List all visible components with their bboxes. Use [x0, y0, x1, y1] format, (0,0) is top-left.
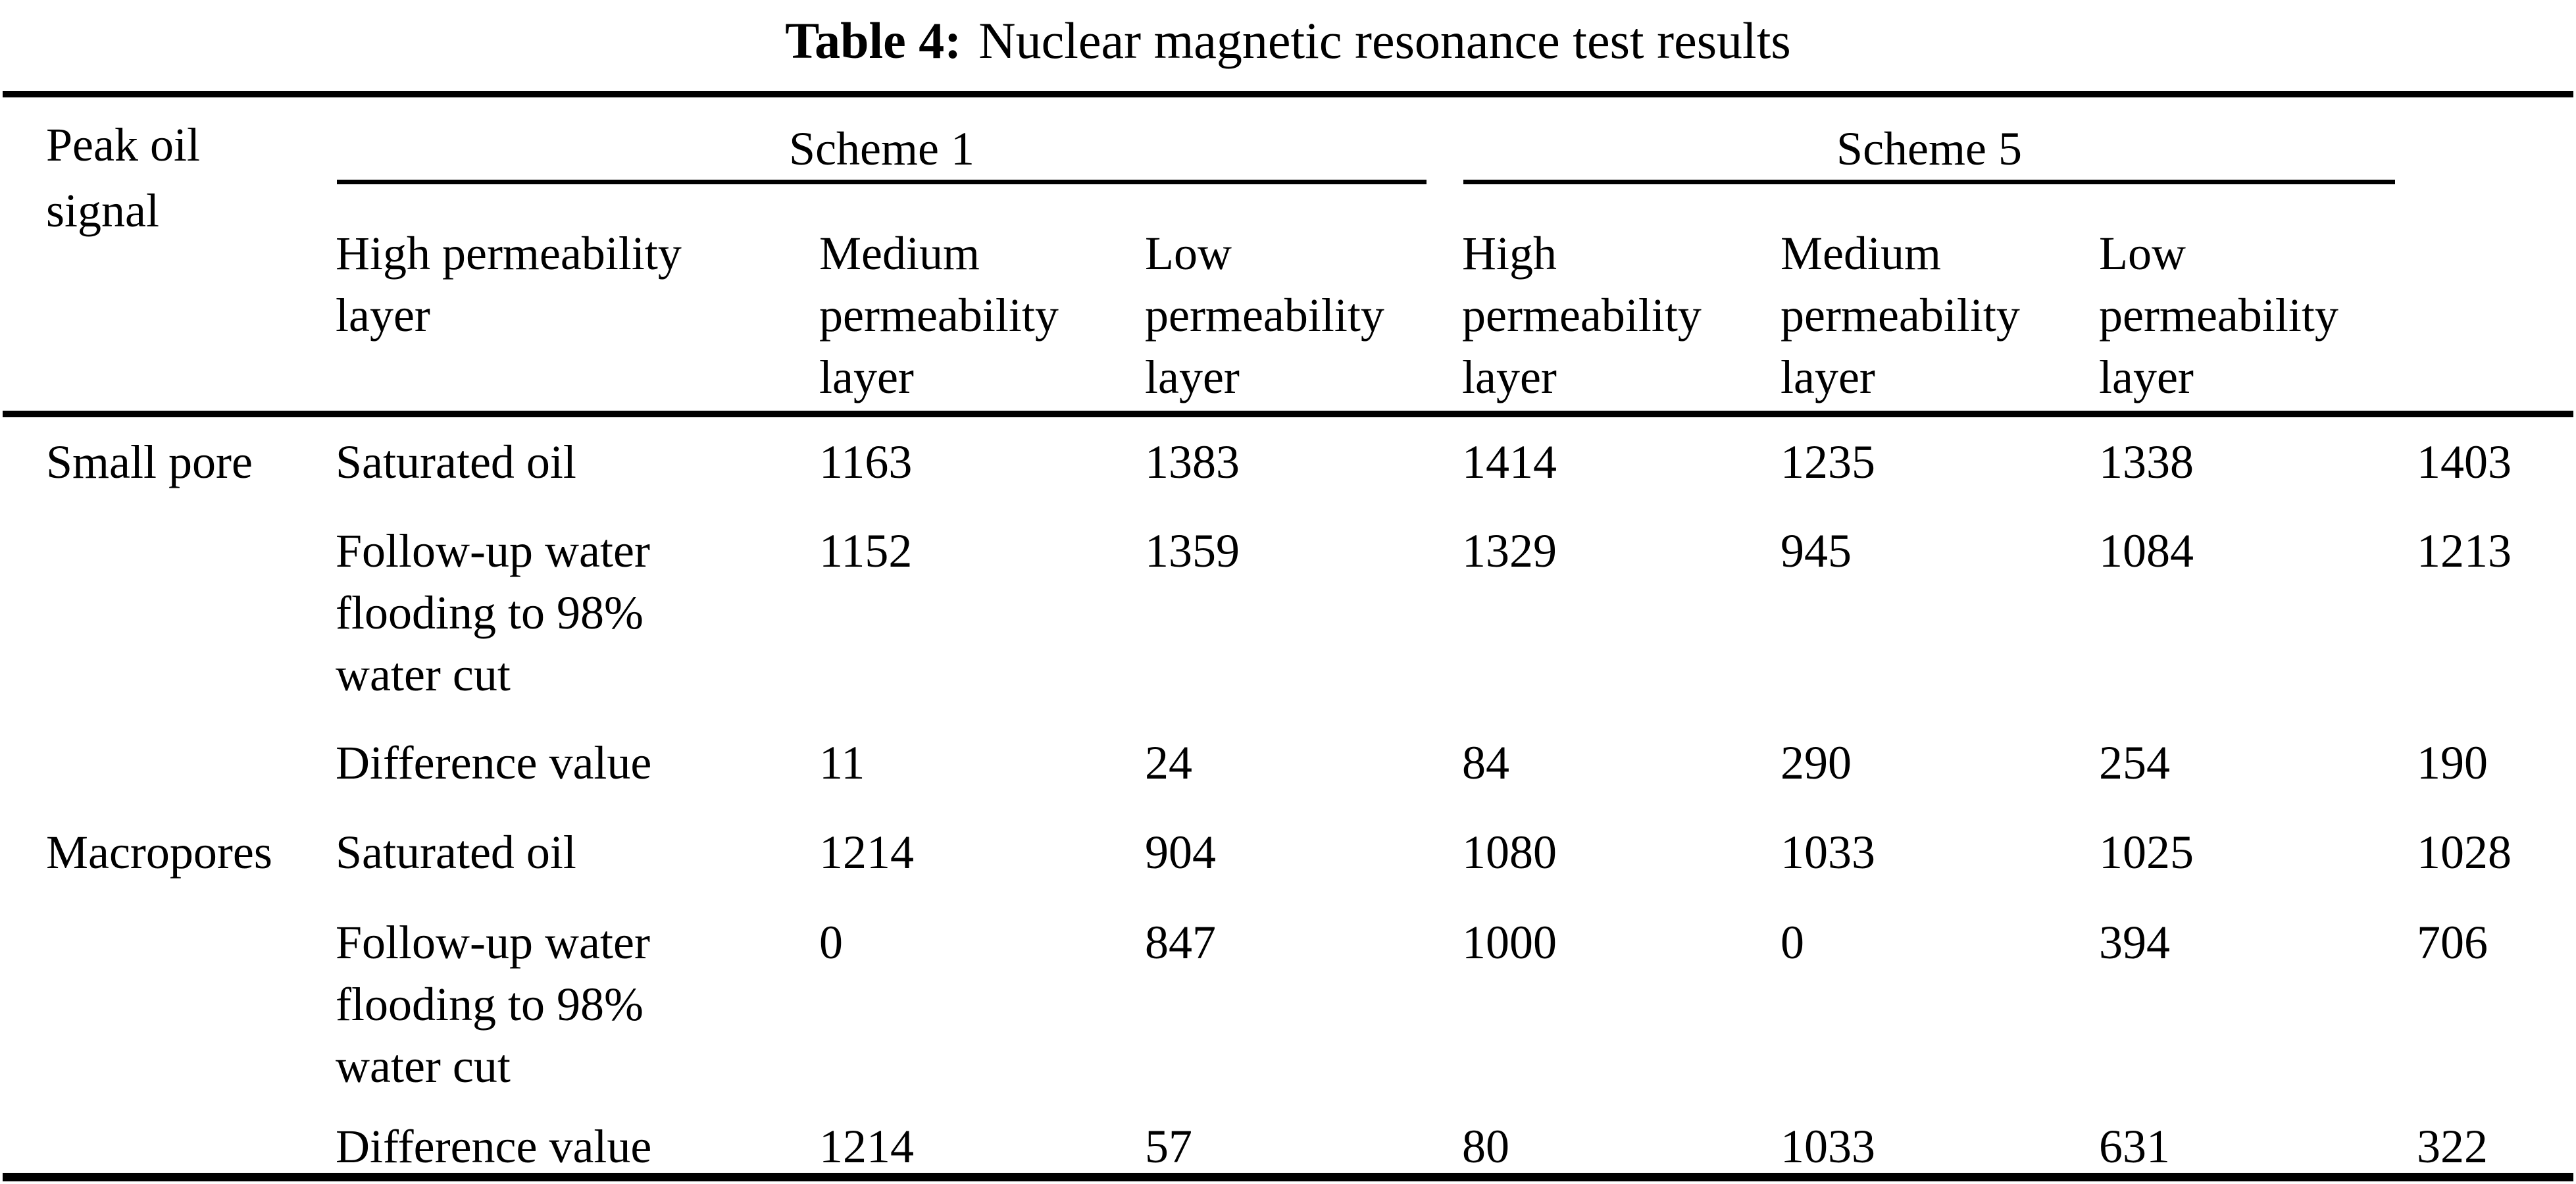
table-row: Macropores Saturated oil 1214 904 1080 1… — [0, 821, 2576, 883]
value-cell: 631 — [2099, 1120, 2170, 1173]
value-cell: 706 — [2417, 916, 2488, 969]
row-group-label — [46, 912, 336, 1097]
value-cell: 1080 — [1462, 826, 1557, 879]
value-cell: 1235 — [1780, 436, 1875, 488]
row-group-label — [46, 732, 336, 794]
header-scheme1-high-permeability: High permeability layer — [336, 227, 682, 342]
header-scheme1-low-permeability: Low permeability layer — [1145, 227, 1384, 403]
row-label: Difference value — [336, 1120, 652, 1173]
row-group-label — [46, 520, 336, 706]
row-label: Saturated oil — [336, 826, 576, 879]
table-row: Small pore Saturated oil 1163 1383 1414 … — [0, 431, 2576, 493]
value-cell: 1214 — [819, 826, 914, 879]
value-cell: 57 — [1145, 1120, 1192, 1173]
row-group-label: Small pore — [46, 436, 253, 488]
row-label: Saturated oil — [336, 436, 576, 488]
header-scheme5-low-permeability: Low permeability layer — [2099, 227, 2338, 403]
value-cell: 0 — [819, 916, 843, 969]
value-cell: 24 — [1145, 736, 1192, 789]
header-body-rule — [3, 411, 2573, 417]
value-cell: 190 — [2417, 736, 2488, 789]
table-caption: Table 4: Nuclear magnetic resonance test … — [0, 8, 2576, 74]
table-row: Follow-up water flooding to 98% water cu… — [0, 912, 2576, 1097]
header-scheme1-medium-permeability: Medium permeability layer — [819, 227, 1059, 403]
header-unlabeled-column — [2417, 222, 2576, 408]
value-cell: 1000 — [1462, 916, 1557, 969]
value-cell: 394 — [2099, 916, 2170, 969]
value-cell: 904 — [1145, 826, 1216, 879]
value-cell: 254 — [2099, 736, 2170, 789]
value-cell: 1383 — [1145, 436, 1240, 488]
value-cell: 0 — [1780, 916, 1804, 969]
table-row: Difference value 1214 57 80 1033 631 322 — [0, 1116, 2576, 1177]
value-cell: 84 — [1462, 736, 1509, 789]
value-cell: 1084 — [2099, 525, 2194, 577]
top-rule — [3, 91, 2573, 97]
row-label: Difference value — [336, 736, 652, 789]
value-cell: 1033 — [1780, 826, 1875, 879]
row-label: Follow-up water flooding to 98% water cu… — [336, 916, 650, 1093]
value-cell: 1214 — [819, 1120, 914, 1173]
value-cell: 1329 — [1462, 525, 1557, 577]
table-caption-title: Nuclear magnetic resonance test results — [978, 12, 1791, 69]
header-peak-oil-signal: Peak oil signal — [46, 118, 200, 237]
value-cell: 945 — [1780, 525, 1852, 577]
value-cell: 1403 — [2417, 436, 2512, 488]
subheader-row: High permeability layer Medium permeabil… — [0, 222, 2576, 408]
value-cell: 1338 — [2099, 436, 2194, 488]
value-cell: 1414 — [1462, 436, 1557, 488]
value-cell: 1033 — [1780, 1120, 1875, 1173]
header-scheme5-high-permeability: High permeability layer — [1462, 227, 1702, 403]
value-cell: 1359 — [1145, 525, 1240, 577]
row-label: Follow-up water flooding to 98% water cu… — [336, 525, 650, 701]
bottom-rule — [3, 1173, 2573, 1181]
value-cell: 1028 — [2417, 826, 2512, 879]
header-group-scheme-1: Scheme 1 — [337, 116, 1427, 184]
row-group-label: Macropores — [46, 826, 272, 879]
table-row: Follow-up water flooding to 98% water cu… — [0, 520, 2576, 706]
value-cell: 322 — [2417, 1120, 2488, 1173]
table-row: Difference value 11 24 84 290 254 190 — [0, 732, 2576, 794]
value-cell: 1025 — [2099, 826, 2194, 879]
value-cell: 847 — [1145, 916, 1216, 969]
value-cell: 1152 — [819, 525, 913, 577]
value-cell: 80 — [1462, 1120, 1509, 1173]
header-scheme5-medium-permeability: Medium permeability layer — [1780, 227, 2020, 403]
row-group-label — [46, 1116, 336, 1177]
value-cell: 11 — [819, 736, 865, 789]
value-cell: 1213 — [2417, 525, 2512, 577]
header-group-scheme-5: Scheme 5 — [1463, 116, 2395, 184]
value-cell: 290 — [1780, 736, 1852, 789]
value-cell: 1163 — [819, 436, 913, 488]
table-caption-number: Table 4: — [785, 12, 962, 69]
